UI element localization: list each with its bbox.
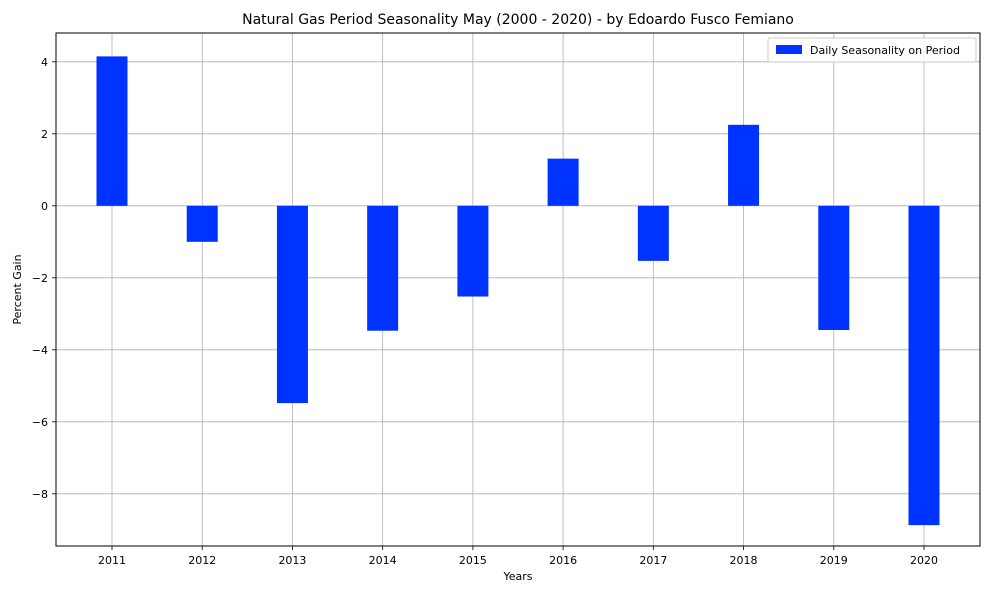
legend-swatch	[776, 45, 802, 54]
y-tick-label: 2	[41, 128, 48, 141]
y-tick-label: −4	[32, 344, 48, 357]
y-tick-label: −8	[32, 488, 48, 501]
axis-ticks: −8 −6 −4 −2 0 2 4 2011 2012 2013 2014 2015 2016 2017 2…	[32, 56, 938, 567]
chart-title: Natural Gas Period Seasonality May (2000…	[242, 12, 794, 28]
x-tick-label: 2017	[639, 554, 667, 567]
y-tick-label: 0	[41, 200, 48, 213]
y-tick-label: −6	[32, 416, 48, 429]
x-tick-label: 2013	[278, 554, 306, 567]
legend-box	[767, 37, 977, 63]
bar	[728, 124, 760, 206]
bar	[186, 205, 218, 242]
x-tick-label: 2014	[369, 554, 397, 567]
bar	[637, 205, 669, 261]
bar	[908, 205, 940, 526]
legend-label: Daily Seasonality on Period	[810, 44, 960, 57]
x-tick-label: 2020	[910, 554, 938, 567]
x-tick-label: 2019	[820, 554, 848, 567]
plot-frame	[55, 32, 981, 547]
grid-lines	[56, 33, 980, 546]
bar	[276, 205, 308, 404]
y-tick-label: −2	[32, 272, 48, 285]
bars	[96, 56, 940, 526]
y-axis-label: Percent Gain	[11, 254, 24, 324]
x-axis-label: Years	[502, 570, 532, 583]
legend: Daily Seasonality on Period	[767, 37, 977, 63]
x-tick-label: 2018	[730, 554, 758, 567]
x-tick-label: 2011	[98, 554, 126, 567]
x-tick-label: 2016	[549, 554, 577, 567]
bar	[818, 205, 850, 330]
bar	[547, 158, 579, 206]
bar	[367, 205, 399, 331]
x-tick-label: 2012	[188, 554, 216, 567]
y-tick-label: 4	[41, 56, 48, 69]
x-tick-label: 2015	[459, 554, 487, 567]
bar	[96, 56, 128, 206]
bar	[457, 205, 489, 297]
